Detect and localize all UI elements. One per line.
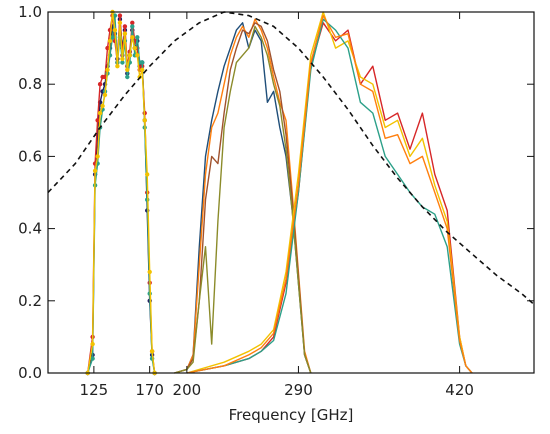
x-tick-label-3: 290 — [284, 381, 313, 399]
series-line-7 — [174, 25, 312, 374]
series-3-point-17 — [130, 35, 135, 40]
x-axis-label: Frequency [GHz] — [229, 406, 354, 424]
series-3-point-25 — [149, 349, 155, 354]
series-3-point-24 — [147, 269, 152, 275]
series-3-point-12 — [117, 20, 123, 25]
series-3-point-8 — [107, 38, 113, 44]
series-3-point-23 — [145, 172, 150, 177]
axes-layer: 125 170 200 290 420 0.0 0.2 0.4 0.6 0.8 1.0 — [18, 3, 534, 399]
x-tick-label-4: 420 — [445, 381, 474, 399]
series-3-point-18 — [132, 45, 137, 51]
series-2-point-17 — [130, 24, 135, 29]
series-3-point-4 — [97, 110, 103, 116]
series-2-point-1 — [90, 356, 95, 361]
series-2-point-19 — [135, 35, 140, 40]
series-3-point-2 — [92, 168, 98, 173]
series-3-point-5 — [100, 103, 105, 109]
series-1-point-3 — [95, 118, 100, 123]
series-3-point-16 — [127, 53, 132, 58]
series-3-point-6 — [102, 92, 108, 98]
y-tick-label-0: 0.0 — [18, 364, 42, 382]
series-3-point-22 — [142, 118, 147, 123]
series-1-point-12 — [117, 13, 123, 18]
series-2-point-15 — [125, 74, 130, 80]
y-tick-label-4: 0.8 — [18, 75, 42, 93]
series-line-6 — [174, 22, 312, 374]
series-line-1 — [87, 14, 156, 374]
series-line-3 — [87, 11, 156, 374]
series-1-point-17 — [130, 20, 135, 25]
series-3-point-15 — [125, 67, 130, 73]
y-tick-label-1: 0.2 — [18, 292, 42, 310]
series-3-point-10 — [112, 27, 118, 33]
series-3-point-7 — [105, 67, 110, 73]
series-3-point-1 — [90, 341, 95, 347]
series-2-point-21 — [140, 60, 145, 65]
series-3-point-19 — [135, 53, 140, 58]
series-3-point-3 — [95, 154, 100, 159]
series-3-point-13 — [120, 56, 125, 62]
series-line-2 — [87, 14, 156, 374]
series-layer — [47, 9, 535, 376]
y-tick-label-5: 1.0 — [18, 3, 42, 21]
series-line-11 — [186, 14, 473, 374]
x-tick-label-1: 170 — [135, 381, 164, 399]
series-3-point-21 — [140, 67, 145, 73]
series-3-point-14 — [122, 31, 128, 36]
series-2-point-13 — [120, 60, 125, 65]
y-tick-label-3: 0.6 — [18, 147, 42, 165]
plot-frame — [47, 11, 535, 374]
series-2-point-9 — [110, 35, 115, 40]
series-1-point-4 — [97, 82, 103, 87]
series-line-12 — [47, 11, 535, 306]
x-tick-label-0: 125 — [80, 381, 109, 399]
series-1-point-14 — [122, 24, 128, 29]
series-line-10 — [186, 18, 473, 374]
x-tick-label-2: 200 — [173, 381, 202, 399]
series-line-9 — [186, 11, 473, 374]
y-tick-label-2: 0.4 — [18, 220, 42, 238]
series-3-point-11 — [115, 63, 120, 69]
